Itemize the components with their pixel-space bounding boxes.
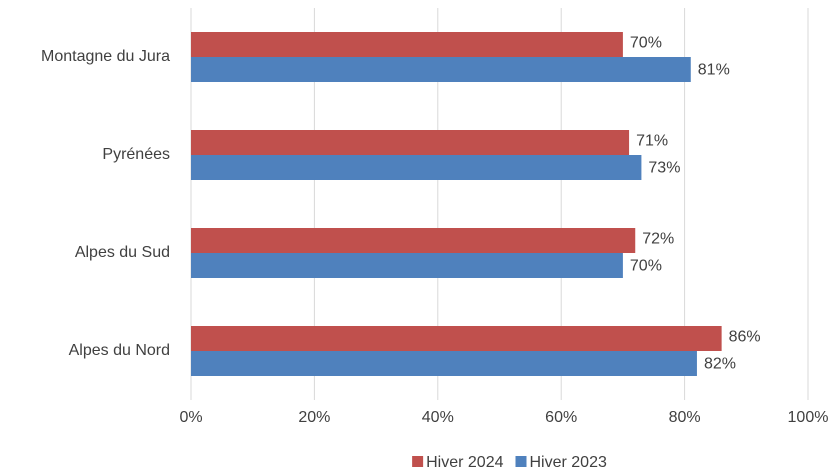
- bar: [191, 155, 642, 180]
- x-tick-label: 100%: [788, 409, 829, 426]
- legend-swatch: [515, 456, 527, 467]
- y-tick-label: Montagne du Jura: [41, 48, 170, 65]
- value-label: 70%: [630, 35, 662, 52]
- bar: [191, 351, 697, 376]
- legend-label: Hiver 2023: [530, 454, 607, 471]
- bar: [191, 326, 722, 351]
- x-tick-label: 60%: [545, 409, 577, 426]
- bar: [191, 253, 623, 278]
- bar: [191, 32, 623, 57]
- x-tick-label: 0%: [179, 409, 202, 426]
- value-label: 71%: [636, 133, 668, 150]
- bar: [191, 228, 636, 253]
- legend-label: Hiver 2024: [426, 454, 503, 471]
- y-tick-label: Alpes du Nord: [69, 342, 170, 359]
- value-label: 70%: [630, 258, 662, 275]
- value-label: 81%: [698, 62, 730, 79]
- value-label: 82%: [704, 356, 736, 373]
- y-tick-label: Alpes du Sud: [75, 244, 170, 261]
- x-tick-label: 20%: [298, 409, 330, 426]
- bar: [191, 57, 691, 82]
- value-label: 86%: [729, 329, 761, 346]
- x-tick-label: 80%: [669, 409, 701, 426]
- legend-swatch: [412, 456, 424, 467]
- value-label: 72%: [642, 231, 674, 248]
- y-tick-label: Pyrénées: [102, 146, 170, 163]
- x-tick-label: 40%: [422, 409, 454, 426]
- bar: [191, 130, 630, 155]
- value-label: 73%: [648, 160, 680, 177]
